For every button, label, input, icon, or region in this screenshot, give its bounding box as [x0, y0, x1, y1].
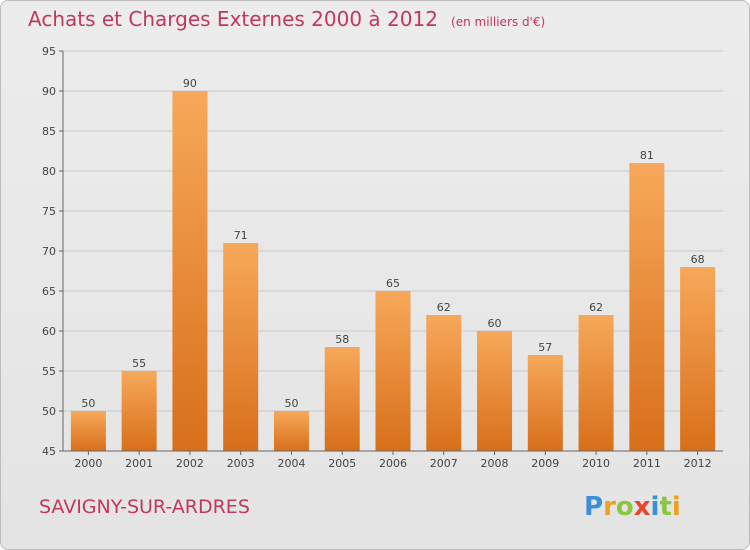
- x-tick-label: 2005: [328, 457, 356, 470]
- bar-value-label: 57: [538, 341, 552, 354]
- y-tick-label: 60: [42, 325, 56, 338]
- y-tick-label: 85: [42, 125, 56, 138]
- x-tick-label: 2012: [684, 457, 712, 470]
- x-tick-label: 2009: [531, 457, 559, 470]
- y-tick-label: 90: [42, 85, 56, 98]
- bar-value-label: 71: [234, 229, 248, 242]
- bar-2011: [629, 163, 665, 451]
- bar-value-label: 50: [284, 397, 298, 410]
- y-tick-label: 70: [42, 245, 56, 258]
- bar-2002: [172, 91, 208, 451]
- x-tick-label: 2002: [176, 457, 204, 470]
- x-tick-label: 2001: [125, 457, 153, 470]
- bar-2006: [375, 291, 411, 451]
- chart-header: Achats et Charges Externes 2000 à 2012 (…: [28, 7, 545, 31]
- bar-2009: [527, 355, 563, 451]
- x-tick-label: 2007: [430, 457, 458, 470]
- x-tick-label: 2011: [633, 457, 661, 470]
- y-tick-label: 50: [42, 405, 56, 418]
- bar-value-label: 90: [183, 77, 197, 90]
- proxiti-logo: Proxiti: [584, 492, 681, 522]
- x-tick-label: 2003: [227, 457, 255, 470]
- bar-2001: [121, 371, 157, 451]
- bar-2012: [680, 267, 716, 451]
- chart-title: Achats et Charges Externes 2000 à 2012: [28, 7, 438, 31]
- bar-value-label: 81: [640, 149, 654, 162]
- bar-2004: [273, 411, 309, 451]
- bar-2005: [324, 347, 360, 451]
- y-tick-label: 80: [42, 165, 56, 178]
- bar-2008: [477, 331, 513, 451]
- bar-value-label: 55: [132, 357, 146, 370]
- y-tick-label: 75: [42, 205, 56, 218]
- bar-2007: [426, 315, 462, 451]
- y-tick-label: 95: [42, 45, 56, 58]
- bar-2000: [70, 411, 106, 451]
- bar-value-label: 62: [589, 301, 603, 314]
- x-tick-label: 2004: [277, 457, 305, 470]
- bar-value-label: 58: [335, 333, 349, 346]
- y-tick-label: 65: [42, 285, 56, 298]
- bar-value-label: 50: [81, 397, 95, 410]
- bars: 50 55 90 71 50 58 65 62 60 57 62 81 68: [70, 77, 716, 451]
- svg-text:Proxiti: Proxiti: [584, 492, 681, 522]
- bar-2003: [223, 243, 259, 451]
- bar-value-label: 62: [437, 301, 451, 314]
- bar-2010: [578, 315, 614, 451]
- x-tick-label: 2010: [582, 457, 610, 470]
- y-tick-label: 45: [42, 445, 56, 458]
- x-tick-label: 2008: [481, 457, 509, 470]
- bar-value-label: 60: [488, 317, 502, 330]
- bar-value-label: 68: [691, 253, 705, 266]
- x-tick-label: 2000: [74, 457, 102, 470]
- chart-subtitle: (en milliers d'€): [451, 15, 546, 29]
- x-tick-label: 2006: [379, 457, 407, 470]
- axes: 45 50 55 60 65 70 75 80 85 90 95 2000 2001 2002 2003 20…: [42, 45, 723, 470]
- commune-name: SAVIGNY-SUR-ARDRES: [39, 496, 250, 518]
- y-tick-label: 55: [42, 365, 56, 378]
- bar-value-label: 65: [386, 277, 400, 290]
